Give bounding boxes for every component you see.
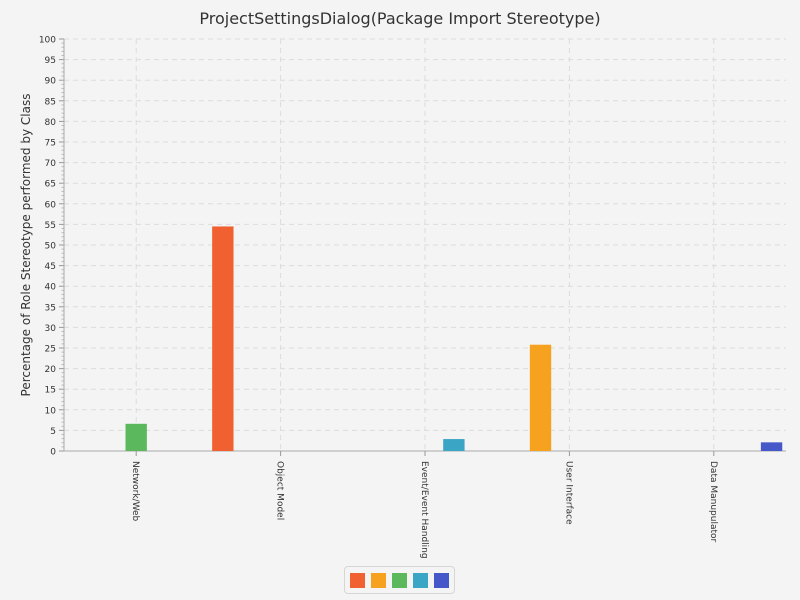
bar <box>212 226 234 451</box>
y-tick-label: 90 <box>45 77 57 87</box>
y-tick-label: 80 <box>45 118 57 128</box>
x-tick-label: Event/Event Handling <box>419 461 429 559</box>
y-tick-label: 50 <box>45 242 57 252</box>
legend-swatch <box>371 572 386 588</box>
legend <box>344 566 455 594</box>
x-tick-label: Data Manupulator <box>708 461 718 543</box>
y-tick-label: 65 <box>45 180 56 190</box>
axes: 0 5 10 15 20 25 30 35 40 45 50 55 60 65 70 75 80 85 90 95 10… <box>39 36 786 559</box>
x-tick-label: Object Model <box>275 461 285 520</box>
y-tick-label: 0 <box>50 448 56 458</box>
y-tick-label: 75 <box>45 139 56 149</box>
bar <box>529 344 552 451</box>
bars <box>125 226 783 451</box>
y-tick-label: 70 <box>45 159 57 169</box>
y-tick-label: 45 <box>45 262 56 272</box>
y-tick-label: 85 <box>45 97 56 107</box>
chart-title: ProjectSettingsDialog(Package Import Ste… <box>199 9 600 28</box>
y-axis-label: Percentage of Role Stereotype performed … <box>19 94 33 397</box>
x-tick-label: User Interface <box>563 461 573 525</box>
y-tick-label: 55 <box>45 221 56 231</box>
y-tick-label: 20 <box>45 365 57 375</box>
y-tick-label: 40 <box>45 283 57 293</box>
y-tick-label: 5 <box>50 427 56 437</box>
x-tick-label: Network/Web <box>130 461 140 522</box>
bar <box>760 442 783 451</box>
legend-swatch <box>434 572 449 588</box>
y-tick-label: 30 <box>45 324 57 334</box>
y-tick-label: 15 <box>45 386 56 396</box>
legend-swatch <box>392 572 407 588</box>
legend-swatch <box>350 572 365 588</box>
y-tick-label: 35 <box>45 303 56 313</box>
bar <box>443 439 465 451</box>
y-tick-label: 100 <box>39 36 56 46</box>
y-tick-label: 60 <box>45 200 57 210</box>
y-tick-label: 95 <box>45 56 56 66</box>
grid <box>64 38 786 451</box>
y-tick-label: 10 <box>45 406 57 416</box>
y-tick-label: 25 <box>45 345 56 355</box>
bar <box>125 423 147 451</box>
legend-swatch <box>413 572 428 588</box>
